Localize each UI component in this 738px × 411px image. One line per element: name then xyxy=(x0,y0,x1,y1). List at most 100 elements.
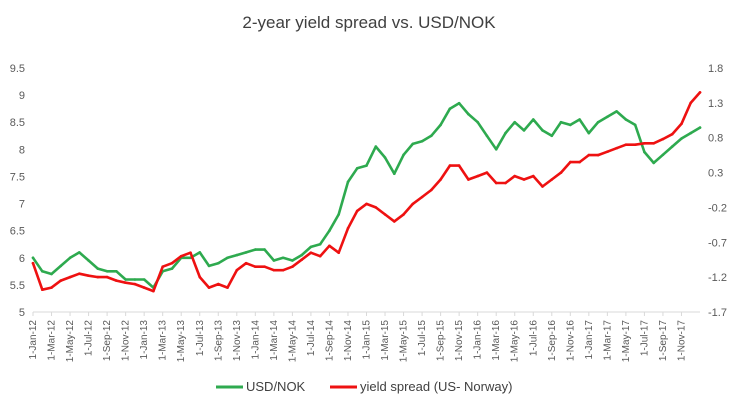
data-point-yield-spread xyxy=(670,132,674,136)
y-left-tick-label: 5 xyxy=(19,307,25,319)
y-left-tick-label: 6 xyxy=(19,253,25,265)
data-point-usd-nok xyxy=(550,134,554,138)
legend-label-yield-spread: yield spread (US- Norway) xyxy=(360,379,512,394)
data-point-usd-nok xyxy=(365,164,368,167)
data-point-yield-spread xyxy=(643,142,646,145)
data-point-yield-spread xyxy=(596,153,600,157)
data-point-yield-spread xyxy=(689,101,692,105)
data-point-yield-spread xyxy=(633,143,637,146)
data-point-yield-spread xyxy=(254,265,257,269)
data-point-usd-nok xyxy=(346,180,350,184)
data-point-yield-spread xyxy=(291,265,294,269)
data-point-usd-nok xyxy=(522,129,526,132)
data-point-yield-spread xyxy=(457,164,461,167)
y-left-tick-label: 5.5 xyxy=(10,280,25,292)
data-point-usd-nok xyxy=(318,242,322,246)
x-tick-label: 1-Jan-14 xyxy=(250,320,261,360)
data-point-yield-spread xyxy=(402,213,405,216)
data-point-yield-spread xyxy=(31,261,35,265)
series-line-usd-nok xyxy=(31,101,702,289)
x-tick-label: 1-Jul-12 xyxy=(84,320,95,357)
x-tick-label: 1-Nov-13 xyxy=(232,320,243,362)
data-point-usd-nok xyxy=(300,253,304,257)
data-point-yield-spread xyxy=(504,181,507,185)
data-point-yield-spread xyxy=(411,202,415,206)
data-point-yield-spread xyxy=(578,160,581,164)
data-point-usd-nok xyxy=(281,256,285,260)
data-point-yield-spread xyxy=(346,227,350,230)
data-point-yield-spread xyxy=(430,188,433,192)
legend: USD/NOK yield spread (US- Norway) xyxy=(216,379,512,394)
y-right-tick-label: -0.7 xyxy=(708,237,727,249)
data-point-yield-spread xyxy=(485,171,489,174)
y-right-tick-label: 1.3 xyxy=(708,98,723,110)
y-right-tick-label: -1.7 xyxy=(708,307,727,319)
data-point-yield-spread xyxy=(532,174,535,178)
x-tick-label: 1-Jan-16 xyxy=(473,320,484,360)
y-left-tick-label: 9 xyxy=(19,90,25,102)
data-point-yield-spread xyxy=(300,258,304,262)
data-point-yield-spread xyxy=(272,268,276,272)
data-point-usd-nok xyxy=(142,278,146,281)
x-tick-label: 1-Jul-16 xyxy=(528,320,539,357)
data-point-yield-spread xyxy=(698,91,702,94)
data-point-yield-spread xyxy=(494,181,498,185)
data-point-usd-nok xyxy=(587,131,591,135)
data-point-usd-nok xyxy=(457,101,461,105)
data-point-usd-nok xyxy=(569,123,572,127)
data-point-usd-nok xyxy=(41,270,44,273)
data-point-usd-nok xyxy=(643,150,646,154)
data-point-yield-spread xyxy=(337,251,341,254)
y-left-tick-label: 8.5 xyxy=(10,117,25,129)
data-point-yield-spread xyxy=(105,275,109,279)
data-point-usd-nok xyxy=(689,131,692,135)
x-tick-label: 1-May-14 xyxy=(287,320,298,363)
data-point-usd-nok xyxy=(633,123,637,127)
data-point-yield-spread xyxy=(680,122,683,126)
data-point-yield-spread xyxy=(615,146,618,150)
x-tick-label: 1-Nov-12 xyxy=(121,320,132,362)
data-point-yield-spread xyxy=(244,261,248,265)
data-point-yield-spread xyxy=(152,289,155,293)
x-tick-label: 1-Jan-12 xyxy=(28,320,39,360)
data-point-usd-nok xyxy=(383,156,387,159)
data-point-usd-nok xyxy=(254,248,257,251)
data-point-usd-nok xyxy=(207,264,211,268)
data-point-usd-nok xyxy=(50,272,53,276)
data-point-yield-spread xyxy=(467,178,470,181)
y-left-tick-label: 7 xyxy=(19,199,25,211)
x-tick-label: 1-May-15 xyxy=(399,320,410,363)
data-point-usd-nok xyxy=(698,126,702,129)
data-point-yield-spread xyxy=(541,185,544,188)
data-point-yield-spread xyxy=(133,282,137,286)
y-right-tick-label: 0.3 xyxy=(708,168,723,180)
data-point-usd-nok xyxy=(198,251,202,254)
data-point-usd-nok xyxy=(624,118,628,121)
data-point-usd-nok xyxy=(59,264,63,268)
data-point-yield-spread xyxy=(383,213,387,216)
data-point-usd-nok xyxy=(337,213,341,216)
data-point-yield-spread xyxy=(550,178,554,181)
x-tick-label: 1-Nov-14 xyxy=(343,320,354,362)
legend-label-usd-nok: USD/NOK xyxy=(246,379,306,394)
data-point-yield-spread xyxy=(374,206,378,209)
x-tick-label: 1-Mar-17 xyxy=(602,320,613,361)
data-point-usd-nok xyxy=(226,256,229,260)
data-point-yield-spread xyxy=(217,282,220,286)
data-point-usd-nok xyxy=(439,123,442,127)
x-tick-label: 1-May-17 xyxy=(621,320,632,363)
data-point-yield-spread xyxy=(569,160,572,164)
data-point-yield-spread xyxy=(170,261,174,265)
data-point-usd-nok xyxy=(87,259,90,262)
y-right-tick-label: -1.2 xyxy=(708,272,727,284)
data-point-usd-nok xyxy=(68,256,72,260)
data-point-usd-nok xyxy=(494,148,498,151)
data-point-usd-nok xyxy=(244,251,248,254)
data-point-usd-nok xyxy=(402,153,405,157)
x-tick-label: 1-Mar-12 xyxy=(47,320,58,361)
x-tick-label: 1-Mar-14 xyxy=(269,320,280,361)
data-point-yield-spread xyxy=(606,150,609,153)
x-tick-label: 1-Nov-16 xyxy=(565,320,576,362)
